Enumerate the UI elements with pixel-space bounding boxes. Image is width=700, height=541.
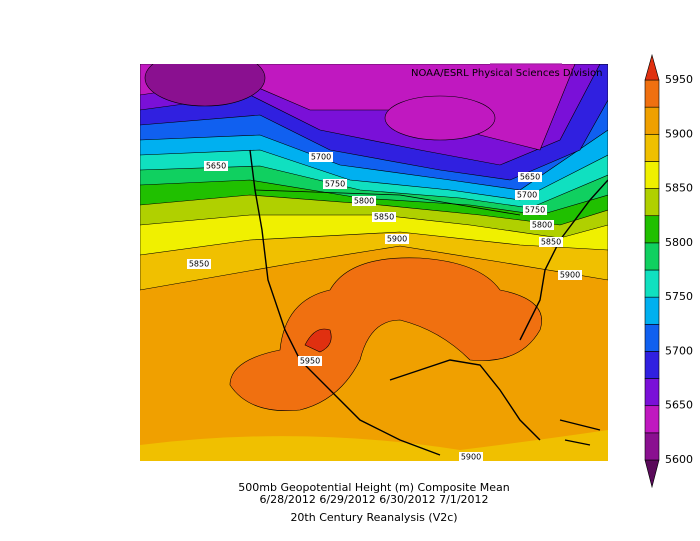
colorbar-end: [644, 459, 660, 489]
footer-title: 500mb Geopotential Height (m) Composite …: [238, 481, 509, 494]
colorbar-segment: [644, 79, 660, 108]
colorbar-segment: [644, 188, 660, 217]
contour-labels: 5650570057505800585059005650570057505800…: [187, 152, 582, 462]
contour-label-box: [385, 234, 409, 244]
height-band: [384, 95, 496, 141]
colorbar-tick-label: 5750: [665, 290, 693, 303]
colorbar-tick-label: 5600: [665, 453, 693, 466]
contour-label-box: [323, 179, 347, 189]
contour-label: 5900: [560, 271, 580, 280]
contour-label-box: [309, 152, 333, 162]
contour-label: 5650: [206, 162, 226, 171]
contour-label: 5850: [189, 260, 209, 269]
contour-label: 5800: [532, 221, 552, 230]
contour-label-box: [298, 356, 322, 366]
height-band: [229, 257, 542, 411]
colorbar-tick-label: 5850: [665, 182, 693, 195]
colorbar-tick-label: 5650: [665, 399, 693, 412]
colorbar-segment: [644, 133, 660, 162]
colorbar-segment: [644, 323, 660, 352]
colorbar-segment: [644, 378, 660, 407]
contour-label: 5900: [461, 453, 481, 462]
contour-label: 5900: [387, 235, 407, 244]
colorbar-tick-label: 5950: [665, 73, 693, 86]
colorbar: 5600 5650 5700 5750 5800 5850 5900 5950: [644, 53, 693, 489]
colorbar-segment: [644, 351, 660, 379]
contour-label-box: [530, 220, 554, 230]
colorbar-segment: [644, 296, 660, 325]
contour-label: 5850: [374, 213, 394, 222]
footer-dates: 6/28/2012 6/29/2012 6/30/2012 7/1/2012: [259, 493, 488, 506]
colorbar-segment: [644, 161, 660, 189]
contour-label-box: [558, 270, 582, 280]
colorbar-end: [644, 53, 660, 81]
colorbar-segment: [644, 215, 660, 244]
contour-label: 5950: [300, 357, 320, 366]
border: [254, 189, 521, 216]
colorbar-segment: [644, 242, 660, 271]
height-band: [304, 328, 332, 353]
contour-label-box: [372, 212, 396, 222]
colorbar-segment: [644, 432, 660, 461]
map-area: [140, 64, 608, 461]
islands: [559, 419, 601, 446]
contour-label-box: [518, 172, 542, 182]
contour-label: 5750: [325, 180, 345, 189]
colorbar-segment: [644, 269, 660, 298]
height-band: [144, 64, 266, 107]
contour-label-box: [523, 205, 547, 215]
contour-label: 5750: [525, 206, 545, 215]
colorbar-segment: [644, 405, 660, 434]
contour-label: 5800: [354, 197, 374, 206]
contour-label-box: [352, 196, 376, 206]
contour-label: 5850: [541, 238, 561, 247]
contour-label-box: [539, 237, 563, 247]
height-band: [140, 430, 608, 461]
contour-label: 5700: [311, 153, 331, 162]
contour-label: 5650: [520, 173, 540, 182]
footer-source: 20th Century Reanalysis (V2c): [290, 511, 457, 524]
gulf-coast: [389, 359, 541, 441]
colorbar-tick-label: 5800: [665, 236, 693, 249]
contour-label-box: [204, 161, 228, 171]
contour-label-box: [187, 259, 211, 269]
contour-label: 5700: [517, 191, 537, 200]
colorbar-segment: [644, 106, 660, 135]
west-coast: [249, 149, 441, 456]
credit: NOAA/ESRL Physical Sciences Division: [411, 68, 603, 79]
east-coast: [519, 179, 608, 341]
coastlines: [249, 149, 608, 456]
contour-label-box: [515, 190, 539, 200]
contour-label-box: [459, 452, 483, 462]
colorbar-tick-label: 5700: [665, 344, 693, 357]
colorbar-tick-label: 5900: [665, 127, 693, 140]
